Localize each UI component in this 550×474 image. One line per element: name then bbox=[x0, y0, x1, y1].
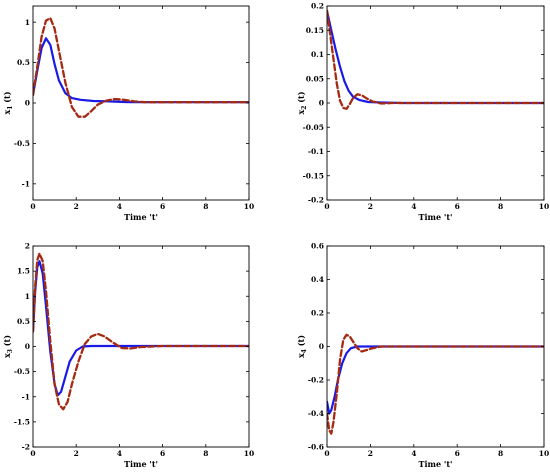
y-tick-label: 0.1 bbox=[311, 50, 324, 59]
x-tick-label: 8 bbox=[203, 449, 208, 458]
x-tick-label: 6 bbox=[455, 202, 460, 211]
y-tick-label: 0 bbox=[319, 342, 324, 351]
y-axis-label-sub: 4 bbox=[301, 349, 308, 353]
y-tick-label: 0.5 bbox=[17, 317, 30, 326]
y-axis-label-rest: (t) bbox=[296, 335, 306, 349]
y-tick-label: -1 bbox=[22, 179, 30, 188]
y-axis-label-sub: 1 bbox=[7, 106, 14, 110]
y-tick-label: 1.5 bbox=[17, 267, 30, 276]
y-axis-label-main: x bbox=[296, 353, 306, 358]
x-tick-label: 8 bbox=[203, 202, 208, 211]
y-tick-label: 0 bbox=[25, 342, 30, 351]
y-tick-label: -0.05 bbox=[303, 123, 324, 132]
y-tick-label: -0.15 bbox=[303, 171, 324, 180]
y-axis-label-main: x bbox=[296, 110, 306, 115]
x-tick-label: 6 bbox=[160, 202, 165, 211]
y-tick-label: 1 bbox=[25, 18, 30, 27]
x-tick-label: 10 bbox=[539, 449, 549, 458]
x-tick-label: 4 bbox=[411, 449, 416, 458]
y-tick-label: -2 bbox=[22, 443, 30, 452]
y-tick-label: -0.5 bbox=[14, 139, 30, 148]
series-group bbox=[33, 252, 249, 411]
x-tick-label: 8 bbox=[498, 202, 503, 211]
y-tick-label: 0.2 bbox=[311, 2, 324, 11]
y-tick-label: 0.15 bbox=[306, 26, 324, 35]
x-tick-label: 6 bbox=[455, 449, 460, 458]
y-tick-label: -0.2 bbox=[308, 376, 324, 385]
x-tick-label: 10 bbox=[244, 202, 254, 211]
chart-panel-x3: 0 2 4 6 8 10 -2 -1.5 -1 -0.5 0 0.5 1 1.5 2 Time 't' x3 (… bbox=[2, 242, 254, 469]
x-tick-label: 2 bbox=[368, 202, 373, 211]
y-tick-label: -0.2 bbox=[308, 196, 324, 205]
y-axis-label: x3 (t) bbox=[2, 335, 14, 358]
y-axis-label: x4 (t) bbox=[296, 335, 308, 358]
y-tick-label: -0.6 bbox=[308, 443, 324, 452]
y-tick-label: 0.4 bbox=[311, 275, 324, 284]
y-axis-label-rest: (t) bbox=[2, 91, 12, 105]
y-tick-label: -0.5 bbox=[14, 367, 30, 376]
x-tick-label: 4 bbox=[117, 449, 122, 458]
y-tick-label: 0.5 bbox=[17, 58, 30, 67]
x-tick-label: 6 bbox=[160, 449, 165, 458]
x-tick-label: 4 bbox=[117, 202, 122, 211]
x-axis-label: Time 't' bbox=[419, 212, 453, 222]
x-tick-label: 10 bbox=[539, 202, 549, 211]
x-axis-label: Time 't' bbox=[124, 459, 158, 469]
y-tick-label: 0.05 bbox=[306, 74, 324, 83]
series-group bbox=[327, 9, 544, 110]
x-tick-label: 0 bbox=[30, 449, 35, 458]
x-tick-label: 0 bbox=[324, 449, 329, 458]
series-line-solid bbox=[33, 260, 249, 397]
series-line-dashed bbox=[327, 9, 544, 110]
y-tick-label: -0.1 bbox=[308, 147, 324, 156]
x-axis-label: Time 't' bbox=[419, 459, 453, 469]
y-tick-label: -1.5 bbox=[14, 417, 30, 426]
y-tick-label: 2 bbox=[25, 242, 30, 251]
series-group bbox=[33, 16, 249, 118]
y-tick-label: 0 bbox=[25, 99, 30, 108]
y-tick-label: 0.2 bbox=[311, 309, 324, 318]
series-line-dashed bbox=[33, 16, 249, 118]
series-line-dashed bbox=[327, 333, 544, 435]
y-axis-label-main: x bbox=[2, 353, 12, 358]
x-tick-label: 10 bbox=[244, 449, 254, 458]
chart-panel-x2: 0 2 4 6 8 10 -0.2 -0.15 -0.1 -0.05 0 0.05 0.1 0.15 0.2… bbox=[296, 2, 549, 222]
x-tick-label: 0 bbox=[324, 202, 329, 211]
y-tick-label: 1 bbox=[25, 292, 30, 301]
y-tick-label: -0.4 bbox=[308, 409, 324, 418]
x-tick-label: 2 bbox=[368, 449, 373, 458]
y-axis-label-main: x bbox=[2, 110, 12, 115]
y-tick-label: -1 bbox=[22, 392, 30, 401]
x-axis-label: Time 't' bbox=[124, 212, 158, 222]
y-axis-label-rest: (t) bbox=[296, 91, 306, 105]
x-tick-label: 0 bbox=[30, 202, 35, 211]
y-axis-label: x2 (t) bbox=[296, 91, 308, 114]
x-tick-label: 4 bbox=[411, 202, 416, 211]
series-line-dashed bbox=[33, 252, 249, 411]
y-axis-label-sub: 3 bbox=[7, 349, 14, 353]
y-axis-label-sub: 2 bbox=[301, 106, 308, 110]
y-tick-label: 0 bbox=[319, 99, 324, 108]
x-tick-label: 2 bbox=[74, 202, 79, 211]
series-group bbox=[327, 333, 544, 435]
x-tick-label: 8 bbox=[498, 449, 503, 458]
chart-panel-x4: 0 2 4 6 8 10 -0.6 -0.4 -0.2 0 0.2 0.4 0.6 Time 't' x4 … bbox=[296, 242, 549, 469]
y-axis-label: x1 (t) bbox=[2, 91, 14, 114]
y-axis-label-rest: (t) bbox=[2, 335, 12, 349]
x-tick-label: 2 bbox=[74, 449, 79, 458]
y-tick-label: 0.6 bbox=[311, 242, 324, 251]
